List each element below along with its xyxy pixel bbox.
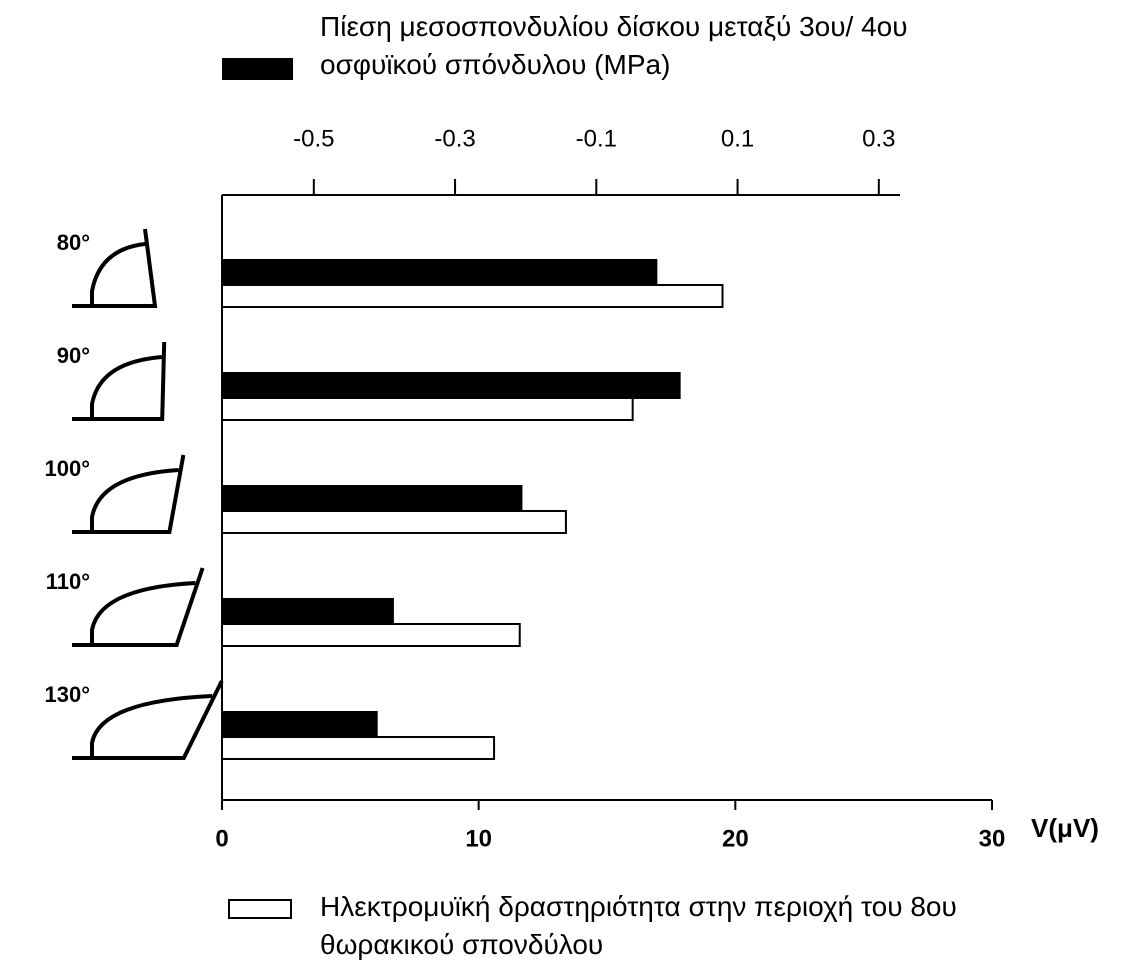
legend-swatch	[229, 900, 291, 918]
bar	[222, 285, 723, 307]
bar	[222, 373, 680, 398]
x-axis-label: V(μV)	[1031, 813, 1099, 843]
bar	[222, 398, 633, 420]
legend-label: Ηλεκτρομυϊκή δραστηριότητα στην περιοχή …	[320, 888, 1040, 964]
seat-icon	[72, 568, 203, 645]
bar	[222, 737, 494, 759]
category-label: 130°	[44, 682, 90, 707]
x2-tick-label: -0.5	[293, 125, 334, 152]
bar	[222, 712, 377, 737]
bar	[222, 511, 566, 533]
x-tick-label: 30	[979, 825, 1006, 852]
bar	[222, 599, 393, 624]
bar	[222, 486, 521, 511]
category-label: 80°	[57, 230, 90, 255]
x-tick-label: 10	[465, 825, 492, 852]
x-tick-label: 0	[215, 825, 228, 852]
legend-label: Πίεση μεσοσπονδυλίου δίσκου μεταξύ 3ου/ …	[320, 8, 950, 84]
legend-swatch	[222, 58, 293, 80]
bar	[222, 624, 520, 646]
category-label: 100°	[44, 456, 90, 481]
category-label: 90°	[57, 343, 90, 368]
category-label: 110°	[46, 569, 90, 594]
x2-tick-label: -0.3	[434, 125, 475, 152]
x2-tick-label: 0.3	[862, 125, 895, 152]
x-tick-label: 20	[722, 825, 749, 852]
x2-tick-label: -0.1	[576, 125, 617, 152]
bar	[222, 260, 656, 285]
chart-svg: V(μV) 0 10 20 30 -0.5 -0.3 -0.1 0.1 0.3 80° 90° 100…	[0, 0, 1127, 970]
x2-tick-label: 0.1	[721, 125, 754, 152]
chart: V(μV) 0 10 20 30 -0.5 -0.3 -0.1 0.1 0.3 80° 90° 100…	[0, 0, 1127, 970]
seat-icon	[72, 681, 222, 758]
